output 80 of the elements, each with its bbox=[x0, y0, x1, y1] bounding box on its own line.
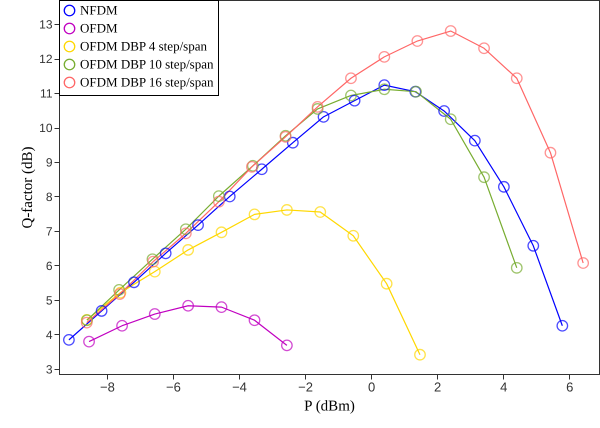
point bbox=[182, 244, 194, 256]
point bbox=[216, 301, 228, 314]
point bbox=[414, 348, 426, 361]
point bbox=[438, 105, 450, 117]
y-tick-label: 3 bbox=[46, 362, 53, 376]
point bbox=[248, 314, 260, 326]
point bbox=[256, 163, 268, 176]
y-tick-label: 4 bbox=[46, 328, 53, 342]
point bbox=[527, 240, 540, 252]
point bbox=[83, 336, 95, 348]
point bbox=[556, 320, 568, 332]
y-tick-label: 13 bbox=[39, 18, 53, 32]
point bbox=[544, 146, 556, 159]
point bbox=[378, 50, 390, 63]
point bbox=[478, 171, 490, 184]
point bbox=[345, 90, 357, 102]
point bbox=[280, 204, 293, 216]
legend-label: OFDM DBP 10 step/span bbox=[80, 56, 214, 72]
point bbox=[147, 256, 160, 268]
point bbox=[444, 25, 457, 37]
point bbox=[180, 227, 192, 240]
point bbox=[280, 340, 293, 352]
point bbox=[180, 223, 192, 236]
legend-label: OFDM DBP 16 step/span bbox=[80, 74, 214, 90]
point bbox=[146, 253, 158, 266]
point bbox=[314, 206, 326, 218]
x-tick-label: 6 bbox=[566, 380, 574, 394]
point bbox=[378, 83, 390, 96]
legend-label: NFDM bbox=[80, 2, 118, 18]
x-axis-title: P (dBm) bbox=[304, 398, 355, 414]
point bbox=[378, 79, 390, 92]
point bbox=[478, 42, 490, 54]
point bbox=[347, 230, 360, 242]
point bbox=[312, 100, 324, 113]
point bbox=[148, 308, 161, 320]
point bbox=[148, 266, 161, 278]
point bbox=[212, 190, 225, 202]
point bbox=[510, 72, 523, 84]
y-tick-label: 6 bbox=[46, 258, 53, 273]
y-tick-label: 8 bbox=[46, 190, 53, 204]
point bbox=[380, 278, 393, 290]
x-tick-label: −6 bbox=[166, 380, 181, 394]
legend-label: OFDM DBP 4 step/span bbox=[80, 38, 208, 54]
point bbox=[348, 94, 360, 107]
point bbox=[248, 208, 260, 220]
point bbox=[212, 196, 225, 208]
point bbox=[510, 262, 523, 274]
x-tick-label: 0 bbox=[368, 380, 376, 394]
x-tick-label: −8 bbox=[100, 380, 115, 394]
y-tick-label: 11 bbox=[40, 86, 53, 101]
point bbox=[468, 134, 481, 147]
x-tick-label: 4 bbox=[500, 380, 508, 394]
y-tick-label: 9 bbox=[46, 156, 53, 170]
point bbox=[63, 334, 75, 346]
point bbox=[116, 320, 128, 332]
point bbox=[318, 110, 330, 123]
y-axis-title: Q-factor (dB) bbox=[20, 146, 36, 229]
point bbox=[80, 316, 93, 329]
y-tick-label: 7 bbox=[46, 224, 53, 238]
point bbox=[192, 219, 204, 231]
point bbox=[216, 226, 228, 238]
x-tick-label: 2 bbox=[434, 380, 442, 394]
x-tick-label: −4 bbox=[232, 380, 247, 394]
y-tick-label: 12 bbox=[39, 52, 53, 66]
point bbox=[96, 305, 108, 317]
legend-label: OFDM bbox=[80, 20, 118, 36]
x-tick-label: −2 bbox=[298, 380, 313, 394]
point bbox=[577, 257, 590, 269]
point bbox=[286, 136, 299, 149]
point bbox=[113, 284, 126, 296]
point bbox=[128, 276, 140, 288]
point bbox=[224, 190, 236, 202]
point bbox=[160, 247, 172, 260]
point bbox=[345, 72, 357, 84]
point bbox=[444, 113, 457, 126]
point bbox=[182, 300, 194, 312]
y-tick-label: 5 bbox=[46, 293, 53, 308]
y-tick-label: 10 bbox=[39, 121, 53, 136]
point bbox=[411, 35, 424, 47]
point bbox=[498, 180, 510, 193]
